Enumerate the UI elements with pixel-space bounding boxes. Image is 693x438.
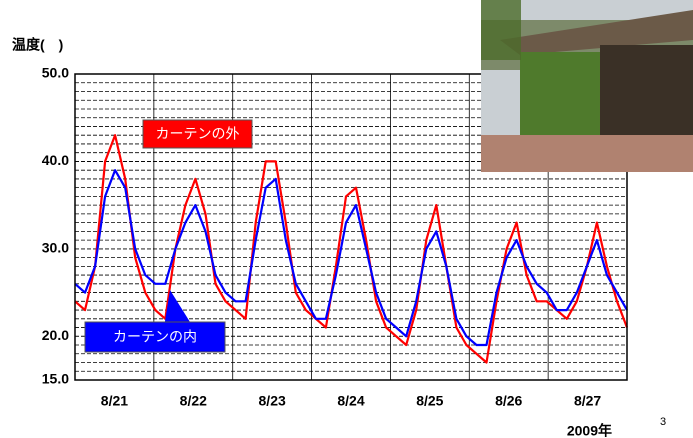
- photo-tree: [481, 0, 521, 60]
- y-tick-label: 40.0: [42, 152, 69, 168]
- x-note: 2009年: [567, 423, 612, 438]
- series-label: カーテンの内: [113, 329, 197, 345]
- x-tick-label: 8/26: [495, 393, 522, 409]
- photo-green-wall: [520, 52, 600, 142]
- y-tick-label: 15.0: [42, 371, 69, 387]
- photo-roof: [500, 10, 693, 55]
- series-line: [74, 169, 628, 347]
- x-tick-label: 8/24: [337, 393, 364, 409]
- x-tick-label: 8/21: [101, 393, 128, 409]
- y-tick-label: 50.0: [42, 65, 69, 81]
- plot-frame: [74, 73, 628, 381]
- x-tick-label: 8/23: [259, 393, 286, 409]
- photo: [481, 0, 693, 172]
- series-label-box: [84, 321, 226, 353]
- y-tick-label: 20.0: [42, 327, 69, 343]
- series-label: カーテンの外: [156, 126, 240, 142]
- x-tick-label: 8/22: [180, 393, 207, 409]
- page-number: 3: [660, 416, 666, 428]
- photo-ground: [481, 135, 693, 172]
- y-tick-label: 30.0: [42, 240, 69, 256]
- x-tick-label: 8/25: [416, 393, 443, 409]
- series-label-box: [142, 119, 253, 149]
- photo-windows: [600, 45, 693, 140]
- x-tick-label: 8/27: [574, 393, 601, 409]
- series-line: [74, 134, 629, 364]
- y-axis-title: 温度( ): [12, 37, 63, 53]
